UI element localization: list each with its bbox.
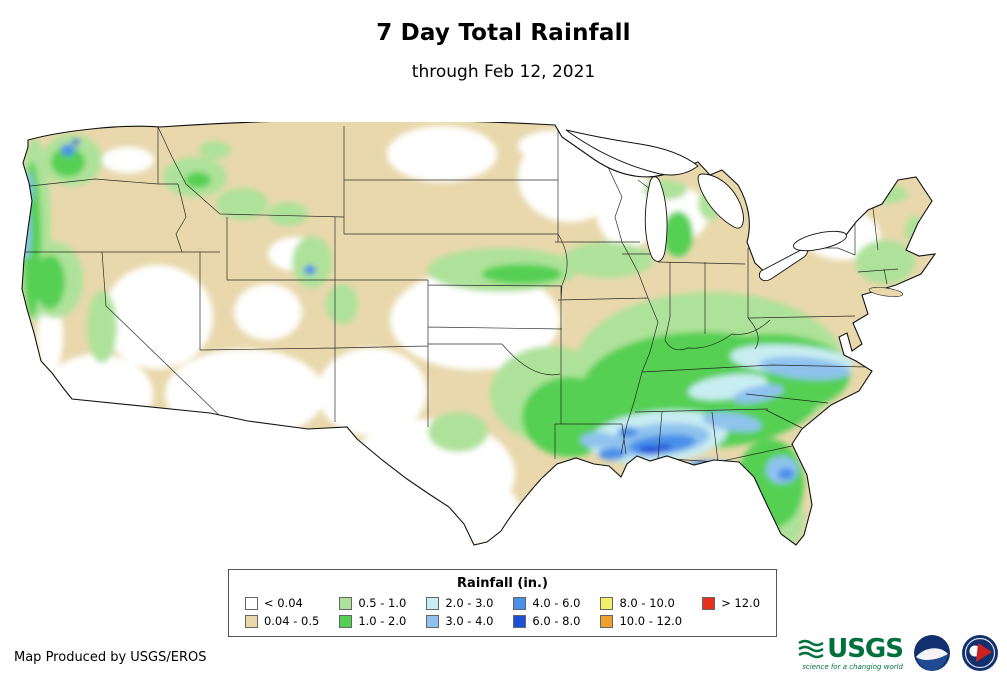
- legend-swatch: [513, 614, 527, 628]
- header: 7 Day Total Rainfall through Feb 12, 202…: [0, 0, 1007, 82]
- legend-label: 3.0 - 4.0: [445, 614, 494, 628]
- usgs-wave-icon: [798, 639, 824, 658]
- usgs-wordmark: USGS: [827, 633, 904, 664]
- legend-grid: < 0.04 0.04 - 0.5 0.5 - 1.0 1.0 - 2.0 2.0 - …: [239, 596, 766, 628]
- legend-swatch: [702, 596, 716, 610]
- legend-swatch: [426, 596, 440, 610]
- legend-swatch: [600, 596, 614, 610]
- legend-title: Rainfall (in.): [457, 576, 548, 591]
- legend-label: < 0.04: [263, 596, 303, 610]
- legend-label: 8.0 - 10.0: [619, 596, 675, 610]
- legend-swatch: [513, 596, 527, 610]
- rainfall-shading: [22, 126, 925, 545]
- lake-ontario: [793, 230, 847, 252]
- map-container: [10, 119, 975, 559]
- page-title: 7 Day Total Rainfall: [376, 20, 631, 46]
- legend: Rainfall (in.) < 0.04 0.04 - 0.5 0.5 - 1.0…: [228, 569, 777, 637]
- legend-item-3: 1.0 - 2.0: [339, 614, 406, 628]
- page-subtitle: through Feb 12, 2021: [411, 62, 596, 82]
- usgs-logo: USGS science for a changing world: [798, 633, 904, 671]
- legend-item-2: 0.5 - 1.0: [339, 596, 406, 610]
- legend-item-5: 3.0 - 4.0: [426, 614, 493, 628]
- legend-label: 4.0 - 6.0: [532, 596, 581, 610]
- noaa-logo-icon: [914, 635, 950, 671]
- legend-swatch: [600, 614, 614, 628]
- great-lakes: [565, 129, 847, 282]
- legend-label: 6.0 - 8.0: [532, 614, 581, 628]
- legend-item-6: 4.0 - 6.0: [513, 596, 580, 610]
- legend-label: 0.5 - 1.0: [358, 596, 407, 610]
- legend-swatch: [339, 596, 353, 610]
- legend-swatch: [244, 596, 258, 610]
- legend-item-1: 0.04 - 0.5: [244, 614, 320, 628]
- state-borders: [24, 126, 899, 463]
- legend-label: 0.04 - 0.5: [263, 614, 320, 628]
- nws-logo-icon: [962, 635, 998, 671]
- legend-swatch: [339, 614, 353, 628]
- usgs-tagline: science for a changing world: [802, 662, 903, 671]
- lake-michigan: [644, 176, 668, 262]
- legend-swatch: [244, 614, 258, 628]
- legend-label: 10.0 - 12.0: [619, 614, 683, 628]
- legend-item-0: < 0.04: [244, 596, 319, 610]
- legend-item-9: 10.0 - 12.0: [600, 614, 682, 628]
- credit-text: Map Produced by USGS/EROS: [14, 650, 207, 665]
- lake-superior: [565, 129, 699, 176]
- legend-item-7: 6.0 - 8.0: [513, 614, 580, 628]
- legend-label: 1.0 - 2.0: [358, 614, 407, 628]
- long-island: [868, 287, 904, 297]
- legend-item-4: 2.0 - 3.0: [426, 596, 493, 610]
- lake-huron: [697, 173, 744, 229]
- legend-item-8: 8.0 - 10.0: [600, 596, 682, 610]
- legend-label: 2.0 - 3.0: [445, 596, 494, 610]
- legend-swatch: [426, 614, 440, 628]
- us-rainfall-map: [21, 119, 937, 546]
- legend-item-10: > 12.0: [702, 596, 760, 610]
- agency-logos: USGS science for a changing world: [798, 634, 999, 672]
- legend-label: > 12.0: [721, 596, 761, 610]
